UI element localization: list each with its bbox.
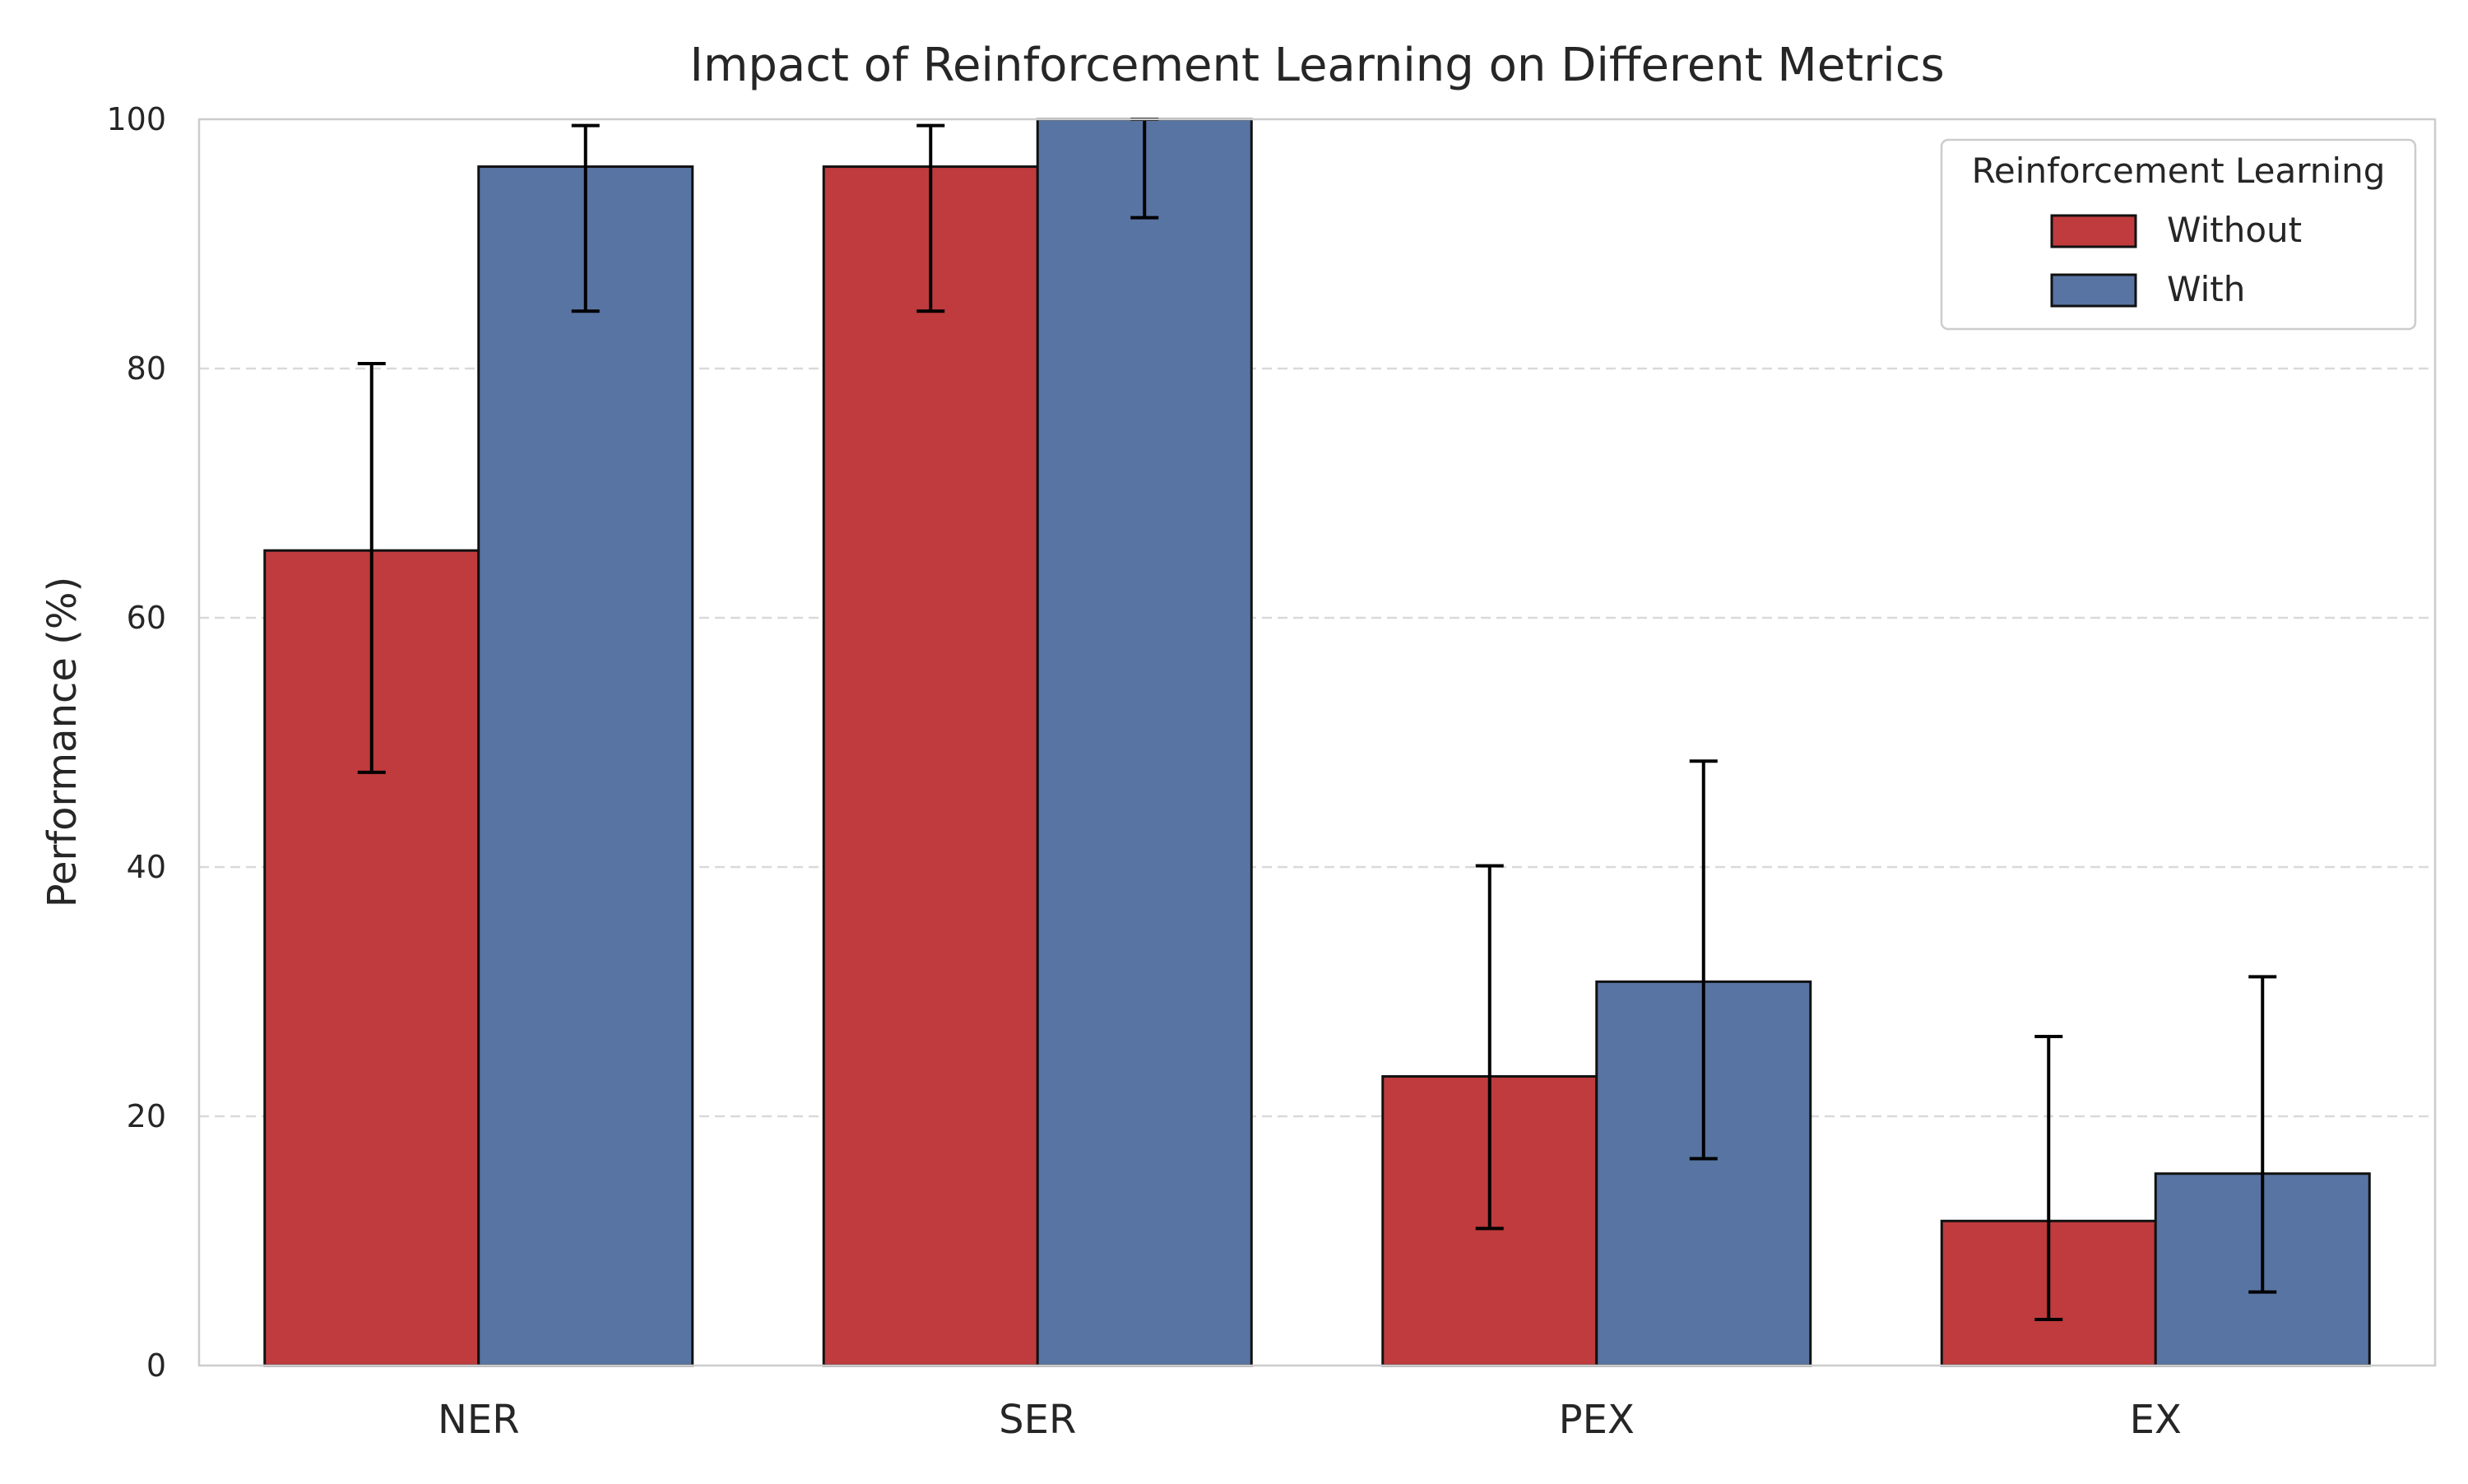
bar-with-ser	[1036, 118, 1253, 1367]
plot-frame	[197, 118, 2437, 1367]
error-bar-without-ser	[916, 123, 945, 313]
y-tick-label: 20	[127, 1098, 166, 1134]
y-tick-label: 100	[106, 101, 166, 137]
error-bar-without-ex	[2034, 1035, 2063, 1321]
y-tick-label: 0	[146, 1347, 166, 1384]
chart-title: Impact of Reinforcement Learning on Diff…	[689, 39, 1944, 92]
legend-title: Reinforcement Learning	[1972, 151, 2386, 191]
x-tick-label: NER	[438, 1397, 520, 1443]
bar-with-ner	[477, 165, 694, 1367]
y-tick-label: 80	[127, 350, 166, 387]
error-bar-with-ner	[571, 123, 600, 313]
x-tick-label: PEX	[1559, 1397, 1635, 1443]
legend-items: Without With	[2050, 210, 2302, 309]
y-axis-label: Performance (%)	[39, 577, 86, 908]
error-bar-without-ner	[357, 361, 386, 774]
x-tick-label: EX	[2130, 1397, 2182, 1443]
grid-layer	[199, 367, 2435, 1118]
legend-label-without: Without	[2167, 210, 2302, 250]
error-bar-without-pex	[1475, 864, 1504, 1231]
legend-swatch-with	[2050, 273, 2137, 308]
x-tick-label: SER	[999, 1397, 1076, 1443]
error-bar-with-pex	[1689, 759, 1718, 1161]
error-bar-with-ex	[2248, 975, 2277, 1294]
legend-label-with: With	[2167, 269, 2245, 309]
legend: Reinforcement Learning Without With	[1940, 138, 2417, 331]
error-bar-layer	[357, 118, 2277, 1321]
bar-without-ser	[822, 165, 1039, 1367]
legend-swatch-without	[2050, 214, 2137, 248]
tick-layer: 0 20 40 60 80 100 NER SER PEX EX	[106, 101, 2181, 1443]
y-tick-label: 40	[127, 849, 166, 885]
y-tick-label: 60	[127, 600, 166, 636]
